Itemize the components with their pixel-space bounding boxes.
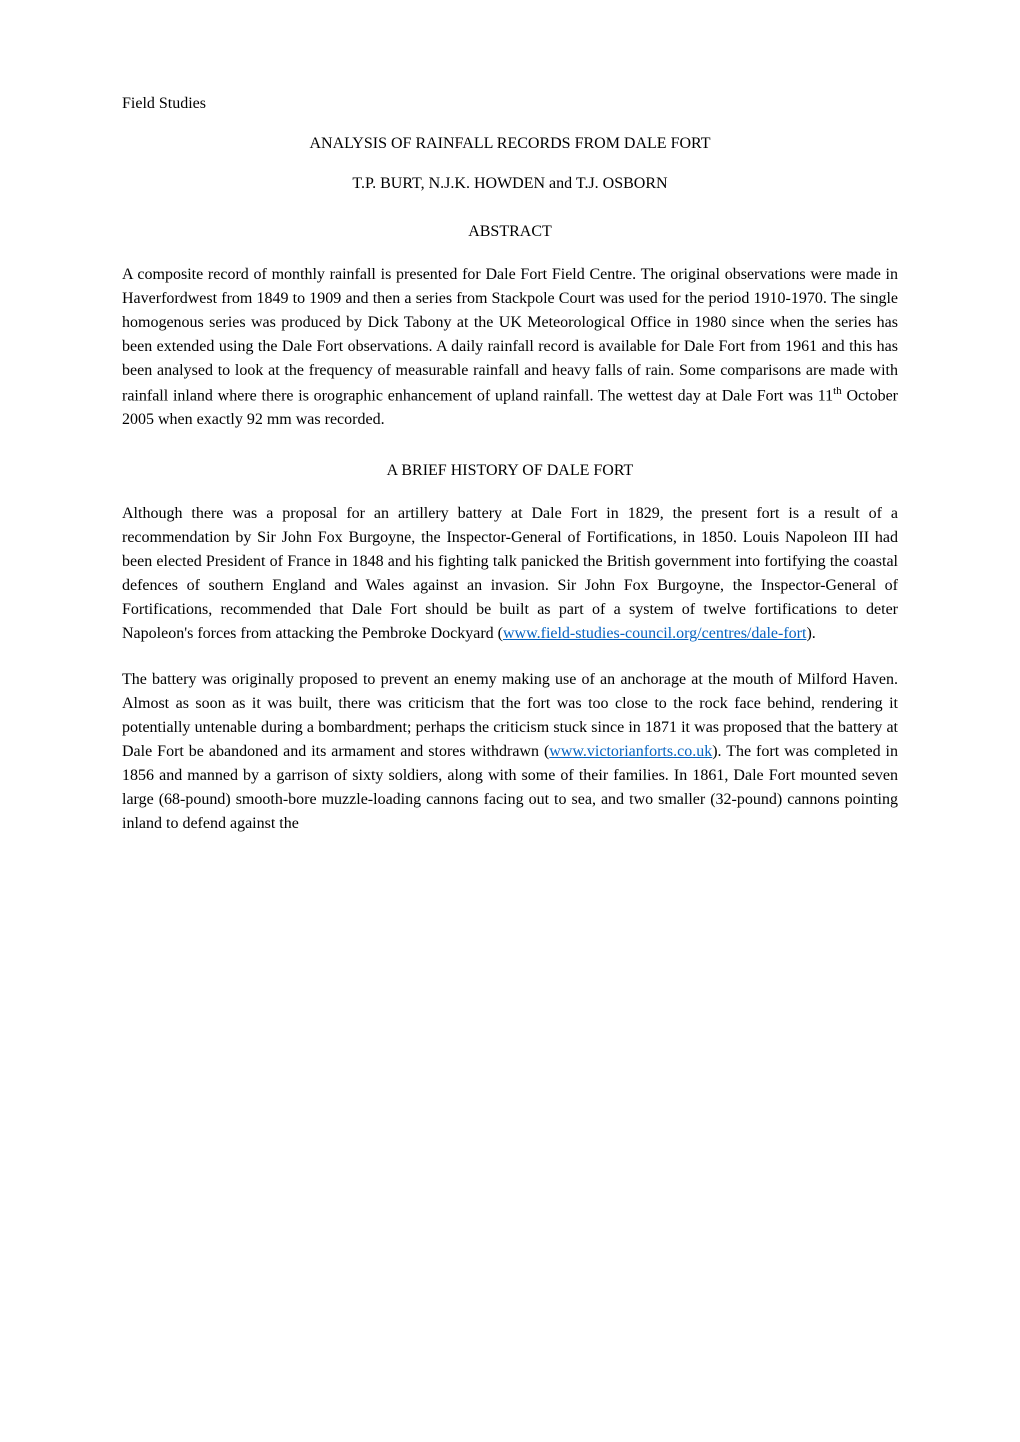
section-label: Field Studies — [122, 95, 898, 113]
history-paragraph-2: The battery was originally proposed to p… — [122, 668, 898, 836]
abstract-heading: ABSTRACT — [122, 223, 898, 241]
history-p1-text-part2: ). — [806, 625, 815, 642]
paper-authors: T.P. BURT, N.J.K. HOWDEN and T.J. OSBORN — [122, 175, 898, 193]
abstract-body: A composite record of monthly rainfall i… — [122, 263, 898, 432]
fsc-link[interactable]: www.field-studies-council.org/centres/da… — [503, 625, 806, 642]
history-p1-text-part1: Although there was a proposal for an art… — [122, 505, 898, 642]
paper-title: ANALYSIS OF RAINFALL RECORDS FROM DALE F… — [122, 135, 898, 153]
history-paragraph-1: Although there was a proposal for an art… — [122, 502, 898, 646]
abstract-superscript: th — [833, 385, 842, 397]
abstract-text-part1: A composite record of monthly rainfall i… — [122, 266, 898, 404]
victorianforts-link[interactable]: www.victorianforts.co.uk — [549, 743, 712, 760]
history-heading: A BRIEF HISTORY OF DALE FORT — [122, 462, 898, 480]
